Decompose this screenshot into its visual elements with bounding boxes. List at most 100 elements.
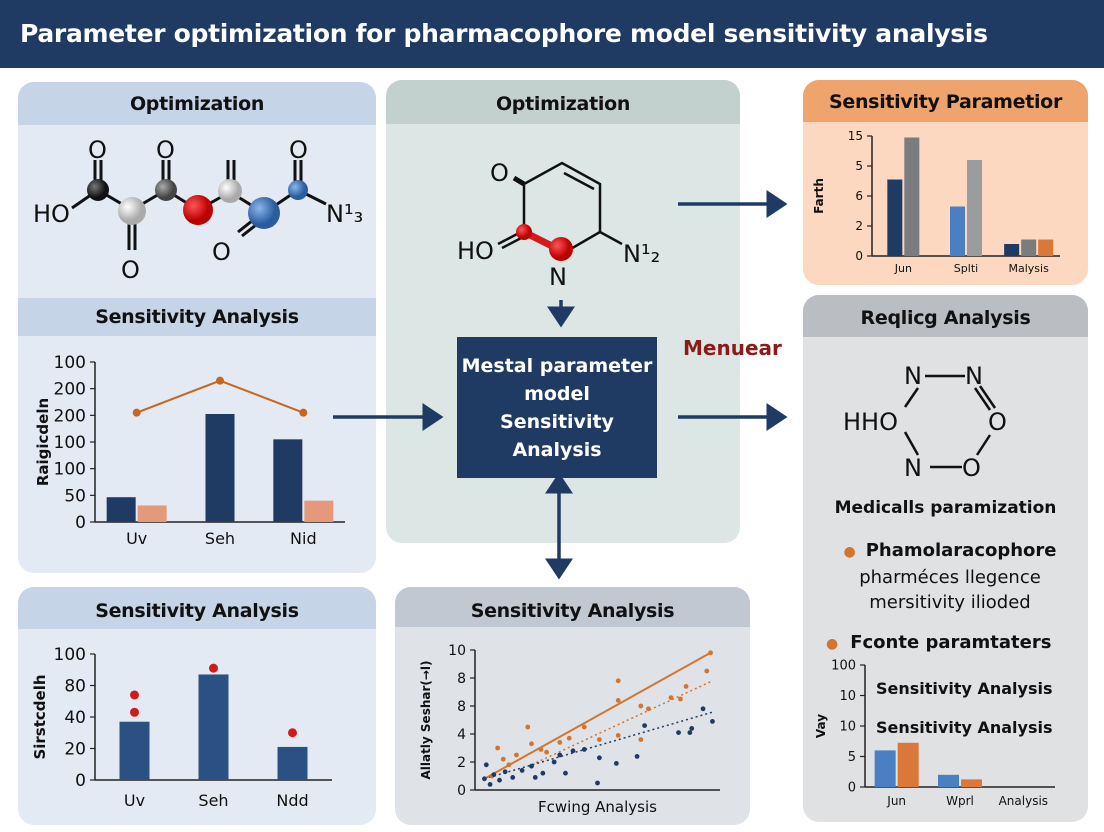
bullet-2: ● Fconte paramtaters	[826, 632, 1051, 653]
scatter-point	[615, 698, 621, 703]
bar	[198, 674, 229, 780]
bullet-dot: ●	[826, 636, 839, 652]
scatter-point	[689, 726, 695, 731]
y-tick-label: 15	[848, 129, 863, 143]
scatter-point	[596, 755, 602, 761]
atom	[288, 180, 308, 200]
y-tick-label: 10	[839, 689, 856, 704]
panel-title: Optimization	[386, 80, 740, 124]
box-line: Analysis	[512, 439, 602, 461]
y-tick-label: 20	[64, 739, 86, 759]
bar	[137, 505, 167, 522]
x-tick-label: Uv	[126, 529, 147, 548]
chart-bottom_left: 0 20 40 80 100 Sirstcdelh Uv Seh Ndd	[31, 645, 332, 810]
x-tick-label: Seh	[205, 529, 235, 548]
y-axis-label: Sirstcdelh	[31, 674, 49, 759]
y-axis-label: Vay	[814, 714, 828, 738]
panel-bottom-middle: Sensitivity Analysis	[395, 587, 750, 825]
atom-label: O	[988, 408, 1007, 436]
trend-line	[531, 680, 713, 766]
scatter-point	[487, 782, 493, 787]
scatter-point	[510, 775, 516, 780]
scatter-point	[557, 752, 563, 758]
data-dot	[209, 663, 218, 673]
y-tick-label: 8	[457, 671, 466, 687]
data-dot	[288, 728, 297, 738]
scatter-point	[638, 703, 644, 709]
line-point	[299, 408, 308, 417]
bar	[119, 721, 150, 780]
scatter-point	[687, 730, 693, 735]
x-axis-label: Fcwing Analysis	[538, 798, 657, 816]
atom-label: N	[904, 454, 922, 482]
y-tick-label: 100	[54, 433, 86, 453]
scatter-point	[506, 762, 512, 768]
box-line: Mestal parameter	[461, 355, 653, 377]
scatter-point	[532, 775, 538, 780]
y-tick-label: 0	[75, 771, 86, 791]
x-tick-label: Nid	[290, 529, 317, 548]
scatter-point	[613, 761, 619, 766]
y-tick-label: 0	[855, 249, 863, 263]
x-tick-label: Splti	[954, 262, 978, 275]
bar	[950, 206, 965, 256]
scatter-point	[638, 737, 644, 742]
y-tick-label: 10	[448, 643, 466, 659]
scatter-point	[551, 759, 557, 765]
scatter-point	[668, 695, 674, 700]
panel-top-left: Optimization Sensitivity Analysis	[18, 82, 376, 573]
y-tick-label: 50	[64, 486, 86, 506]
bar	[887, 179, 903, 256]
scatter-point	[497, 777, 502, 783]
bullet-title: Fconte paramtaters	[850, 632, 1052, 653]
panel-bottom-left: Sensitivity Analysis	[18, 587, 376, 825]
atom	[87, 179, 109, 201]
atom	[118, 197, 146, 225]
scatter-point	[708, 650, 713, 656]
bar	[1021, 239, 1037, 256]
y-tick-label: 100	[54, 353, 86, 373]
atom	[516, 224, 532, 240]
atom	[248, 197, 280, 229]
bar	[1004, 244, 1020, 256]
y-tick-label: 5	[855, 159, 863, 173]
line-series	[136, 379, 304, 414]
atom-label: O	[88, 136, 107, 164]
atom-label: O	[212, 238, 231, 266]
y-tick-label: 6	[855, 189, 863, 203]
x-tick-label: Uv	[124, 791, 145, 810]
y-tick-label: 80	[64, 676, 86, 696]
scatter-point	[642, 723, 648, 728]
scatter-point	[538, 747, 544, 752]
scatter-point	[683, 684, 689, 689]
scatter-point	[529, 763, 534, 769]
molecule-hexagon-icon	[903, 374, 997, 469]
atom-label: HO	[33, 200, 70, 228]
bullet-line: pharméces llegence	[859, 567, 1041, 588]
y-axis-label: Allatly Seshar(→l)	[419, 660, 433, 779]
line-point	[132, 408, 141, 417]
scatter-point	[634, 754, 640, 759]
chart-overlay-text: Sensitivity Analysis	[876, 718, 1053, 737]
scatter-point	[495, 745, 501, 751]
y-tick-label: 2	[457, 755, 466, 771]
y-tick-label: 100	[54, 460, 86, 480]
atom-label: N	[549, 263, 567, 291]
scatter-point	[525, 724, 531, 730]
bullet-line: mersitivity ilioded	[869, 592, 1031, 613]
atom-label: O	[121, 256, 140, 284]
scatter-point	[502, 769, 508, 775]
bar	[106, 497, 136, 522]
y-tick-label: 2	[855, 219, 863, 233]
atom	[183, 195, 213, 225]
bar	[961, 779, 982, 787]
scatter-point	[581, 747, 587, 752]
x-tick-label: Ndd	[276, 791, 308, 810]
y-tick-label: 100	[54, 645, 86, 665]
x-tick-label: Wprl	[946, 794, 974, 808]
scatter-point	[566, 735, 572, 741]
y-tick-label: 100	[831, 659, 856, 674]
bar	[1038, 239, 1054, 256]
